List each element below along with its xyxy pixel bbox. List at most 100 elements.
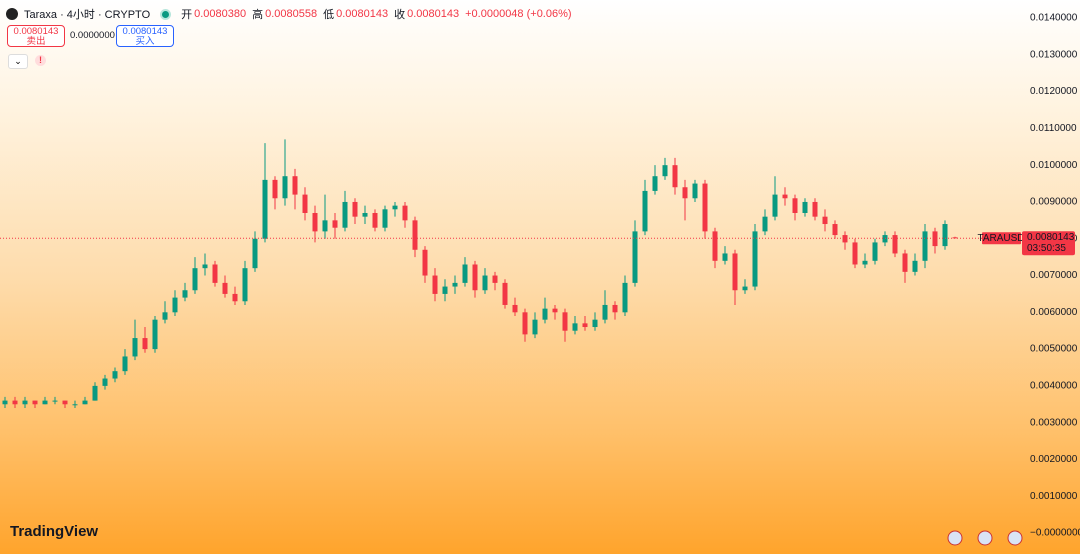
candle-body	[542, 308, 548, 320]
candle-body	[2, 400, 8, 405]
candle-body	[732, 253, 738, 291]
legend-header: Taraxa · 4小时 · CRYPTO 开 0.0080380 高 0.00…	[6, 6, 578, 22]
candle-body	[602, 304, 608, 320]
candle-body	[562, 312, 568, 331]
collapse-button[interactable]: ⌄	[8, 54, 28, 69]
close-label: 收	[394, 9, 406, 21]
open-label: 开	[181, 9, 193, 21]
candle-body	[212, 264, 218, 283]
y-tick-label: 0.0090000	[1030, 197, 1078, 208]
flag-icon[interactable]	[1007, 530, 1023, 546]
candle-body	[932, 231, 938, 247]
candle-body	[782, 194, 788, 199]
candle-body	[162, 312, 168, 320]
buy-button[interactable]: 0.0080143 买入	[116, 25, 174, 47]
symbol-badge-text: TARAUSD	[977, 233, 1024, 244]
candle-body	[272, 179, 278, 199]
high-label: 高	[252, 9, 264, 21]
candle-body	[332, 220, 338, 228]
candle-body	[702, 183, 708, 232]
flag-icon[interactable]	[947, 530, 963, 546]
candle-body	[302, 194, 308, 213]
candle-body	[62, 400, 68, 405]
candle-body	[472, 264, 478, 291]
candle-body	[32, 400, 38, 405]
candle-body	[772, 194, 778, 217]
candle-body	[572, 323, 578, 331]
candle-body	[742, 286, 748, 291]
candle-body	[242, 268, 248, 302]
y-tick-label: 0.0100000	[1030, 160, 1078, 171]
candle-body	[52, 400, 58, 402]
candle-body	[82, 400, 88, 405]
candle-body	[392, 205, 398, 210]
candle-body	[492, 275, 498, 283]
symbol-title[interactable]: Taraxa · 4小时 · CRYPTO	[24, 9, 151, 21]
symbol-badge	[982, 232, 1021, 245]
buy-price: 0.0080143	[122, 26, 168, 37]
y-tick-label: −0.0000000	[1030, 528, 1080, 539]
candle-body	[942, 224, 948, 247]
candle-body	[692, 183, 698, 199]
candle-body	[852, 242, 858, 265]
brand-logo[interactable]: TradingView	[10, 523, 99, 540]
candle-body	[282, 176, 288, 199]
candle-body	[262, 179, 268, 239]
countdown-text: 03:50:35	[1027, 243, 1066, 254]
candle-body	[552, 308, 558, 313]
y-tick-label: 0.0140000	[1030, 13, 1078, 24]
y-tick-label: 0.0070000	[1030, 270, 1078, 281]
candle-body	[462, 264, 468, 283]
candle-body	[642, 190, 648, 232]
candle-body	[312, 212, 318, 232]
candle-body	[582, 323, 588, 328]
candle-body	[122, 356, 128, 372]
candle-body	[22, 400, 28, 405]
candle-body	[622, 282, 628, 313]
y-tick-label: 0.0050000	[1030, 344, 1078, 355]
candle-body	[752, 231, 758, 287]
candle-body	[442, 286, 448, 294]
candle-body	[482, 275, 488, 291]
candle-body	[832, 224, 838, 236]
high-value: 0.0080558	[265, 8, 318, 20]
price-badge	[1022, 231, 1075, 256]
candle-body	[612, 304, 618, 313]
open-value: 0.0080380	[194, 8, 247, 20]
candle-body	[682, 187, 688, 199]
candle-body	[862, 260, 868, 265]
low-label: 低	[323, 9, 335, 21]
candle-body	[922, 231, 928, 261]
candle-body	[842, 235, 848, 243]
candle-body	[112, 371, 118, 379]
candle-body	[902, 253, 908, 272]
candle-body	[12, 400, 18, 405]
sell-button[interactable]: 0.0080143 卖出	[7, 25, 65, 47]
candle-body	[712, 231, 718, 261]
y-tick-label: 0.0060000	[1030, 307, 1078, 318]
candle-body	[892, 235, 898, 254]
candle-body	[382, 209, 388, 228]
candle-body	[592, 319, 598, 328]
candle-body	[452, 282, 458, 287]
candle-body	[292, 176, 298, 195]
candle-body	[872, 242, 878, 261]
candle-body	[72, 404, 78, 406]
candle-body	[762, 216, 768, 232]
flag-icon[interactable]	[977, 530, 993, 546]
candle-body	[422, 249, 428, 276]
candle-body	[362, 212, 368, 217]
candle-body	[372, 212, 378, 228]
sell-price: 0.0080143	[13, 26, 59, 37]
sell-label: 卖出	[26, 36, 46, 47]
candle-body	[822, 216, 828, 225]
candle-body	[812, 201, 818, 217]
warning-icon[interactable]: !	[35, 55, 46, 66]
candle-body	[672, 165, 678, 188]
close-value: 0.0080143	[407, 8, 460, 20]
y-tick-label: 0.0020000	[1030, 454, 1078, 465]
price-badge-text: 0.0080143	[1027, 232, 1075, 243]
